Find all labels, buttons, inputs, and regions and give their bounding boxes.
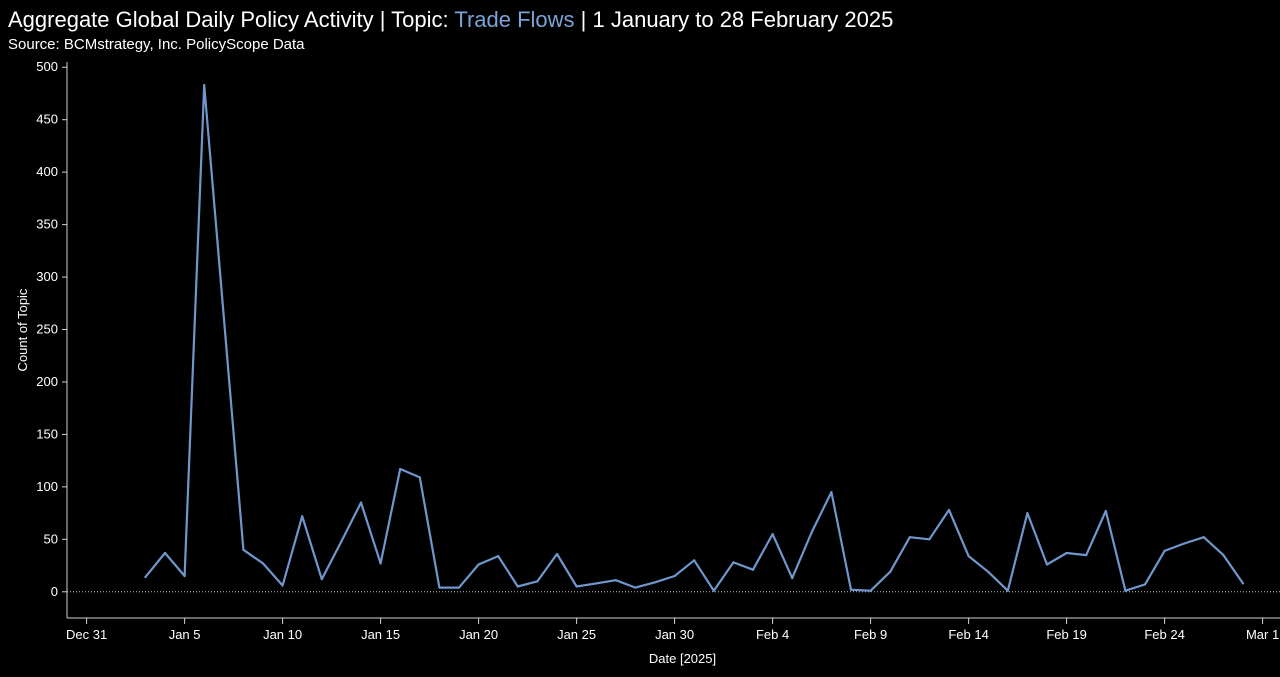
data-point xyxy=(830,491,833,494)
data-point xyxy=(967,555,970,558)
data-point xyxy=(1006,589,1009,592)
data-point xyxy=(497,555,500,558)
data-point xyxy=(1085,553,1088,557)
x-tick-label: Feb 14 xyxy=(948,627,988,642)
data-point xyxy=(1163,549,1166,552)
data-point xyxy=(379,562,382,565)
data-points xyxy=(144,83,1245,592)
x-tick-label: Jan 10 xyxy=(263,627,302,642)
data-point xyxy=(399,467,402,471)
data-point xyxy=(712,589,715,592)
data-point xyxy=(536,580,539,583)
data-point xyxy=(634,586,637,589)
data-point xyxy=(889,570,892,573)
x-tick-label: Feb 24 xyxy=(1144,627,1184,642)
data-point xyxy=(849,588,853,591)
x-tick-label: Jan 25 xyxy=(557,627,596,642)
series-line-trade-flows xyxy=(144,83,1244,592)
x-tick-label: Jan 30 xyxy=(655,627,694,642)
chart-subtitle: Source: BCMstrategy, Inc. PolicyScope Da… xyxy=(8,36,305,53)
data-point xyxy=(1143,583,1147,586)
y-tick-label: 50 xyxy=(44,531,58,546)
data-point xyxy=(614,579,617,582)
data-point xyxy=(575,585,578,588)
data-point xyxy=(320,578,323,581)
data-point xyxy=(947,508,951,512)
data-point xyxy=(1026,511,1029,515)
data-point xyxy=(301,515,304,518)
data-point xyxy=(203,83,206,87)
data-point xyxy=(457,586,461,589)
data-point xyxy=(987,570,990,573)
data-point xyxy=(1202,536,1205,539)
x-tick-label: Jan 15 xyxy=(361,627,400,642)
data-point xyxy=(595,582,598,585)
data-point xyxy=(555,552,559,556)
data-point xyxy=(1045,563,1049,566)
data-point xyxy=(1124,589,1127,592)
data-point xyxy=(928,538,931,541)
data-point xyxy=(1104,509,1107,513)
x-tick-label: Dec 31 xyxy=(66,627,107,642)
data-point xyxy=(1241,582,1245,585)
data-point xyxy=(477,563,480,566)
data-point xyxy=(908,536,911,539)
data-point xyxy=(791,577,794,580)
y-tick-label: 250 xyxy=(36,322,58,337)
y-tick-label: 0 xyxy=(51,584,58,599)
data-point xyxy=(359,501,363,504)
title-suffix: | 1 January to 28 February 2025 xyxy=(574,7,894,32)
y-tick-label: 450 xyxy=(36,112,58,127)
y-axis-title: Count of Topic xyxy=(15,288,30,371)
data-point xyxy=(281,584,284,587)
y-tick-label: 500 xyxy=(36,59,58,74)
data-point xyxy=(418,476,421,479)
axes xyxy=(66,62,1280,619)
data-point xyxy=(653,581,657,584)
x-tick-label: Jan 5 xyxy=(169,627,201,642)
data-point xyxy=(163,551,167,555)
x-tick-label: Feb 9 xyxy=(854,627,887,642)
data-point xyxy=(261,562,265,565)
data-point xyxy=(222,315,225,319)
y-tick-label: 150 xyxy=(36,426,58,441)
y-tick-label: 400 xyxy=(36,164,58,179)
x-axis-ticks: Dec 31 Jan 5 Jan 10 Jan 15 Jan 20 Jan 25 Jan 3… xyxy=(66,618,1279,642)
y-tick-label: 200 xyxy=(36,374,58,389)
data-point xyxy=(144,575,147,579)
title-topic: Trade Flows xyxy=(454,7,575,32)
x-tick-label: Feb 4 xyxy=(756,627,789,642)
data-point xyxy=(751,568,755,571)
data-point xyxy=(340,540,343,543)
data-point xyxy=(693,559,696,562)
y-tick-label: 350 xyxy=(36,217,58,232)
y-axis-ticks: 0 50 100 150 200 250 300 350 400 450 500 xyxy=(36,59,67,599)
data-point xyxy=(1065,551,1068,555)
data-point xyxy=(771,532,774,536)
data-point xyxy=(1183,542,1186,545)
x-tick-label: Jan 20 xyxy=(459,627,498,642)
y-tick-label: 300 xyxy=(36,269,58,284)
x-tick-label: Feb 19 xyxy=(1046,627,1086,642)
title-prefix: Aggregate Global Daily Policy Activity |… xyxy=(8,7,455,32)
data-point xyxy=(516,585,519,588)
y-tick-label: 100 xyxy=(36,479,58,494)
x-tick-label: Mar 1 xyxy=(1246,627,1279,642)
data-point xyxy=(183,574,186,578)
data-point xyxy=(732,561,735,564)
chart-title: Aggregate Global Daily Policy Activity |… xyxy=(8,6,893,34)
x-axis-title: Date [2025] xyxy=(649,651,716,666)
data-point xyxy=(810,530,813,534)
data-point xyxy=(1222,553,1225,557)
data-point xyxy=(242,548,245,551)
data-point xyxy=(869,589,872,592)
data-point xyxy=(673,574,676,578)
data-point xyxy=(438,586,441,589)
